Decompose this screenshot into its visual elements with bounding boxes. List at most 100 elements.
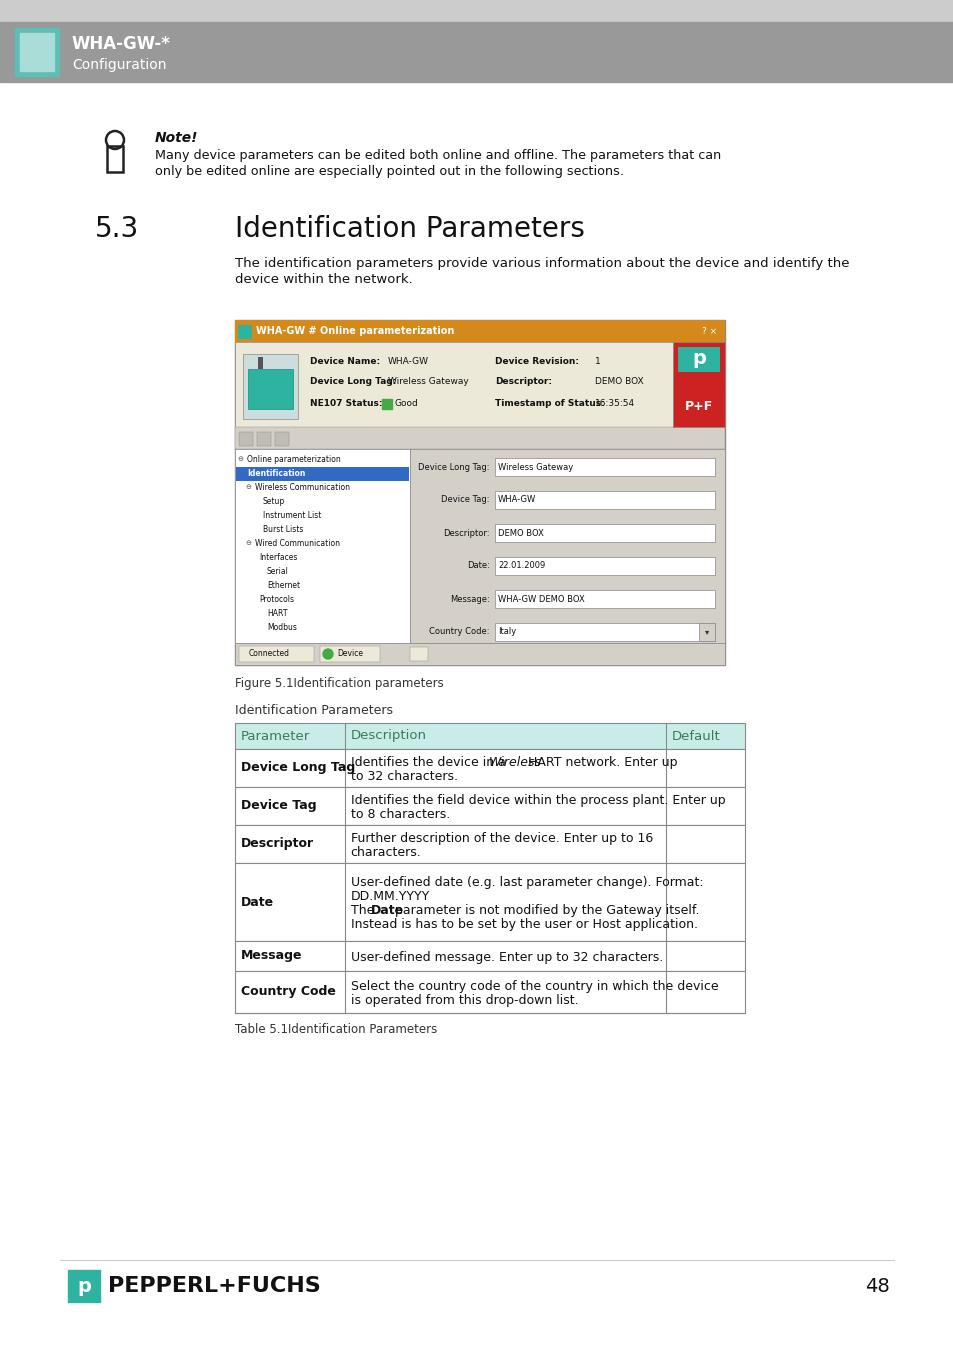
Bar <box>672 342 724 427</box>
Bar <box>495 558 714 575</box>
Bar <box>20 32 54 72</box>
Text: Configuration: Configuration <box>71 58 167 72</box>
Bar <box>234 749 744 787</box>
Text: Note!: Note! <box>154 131 198 144</box>
Text: ? ×: ? × <box>701 327 717 336</box>
Bar <box>257 356 263 369</box>
Text: 48: 48 <box>864 1277 889 1296</box>
Text: Wireless: Wireless <box>488 756 540 770</box>
Bar <box>234 971 744 1012</box>
Text: Table 5.1Identification Parameters: Table 5.1Identification Parameters <box>234 1023 436 1035</box>
Text: PEPPERL+FUCHS: PEPPERL+FUCHS <box>108 1276 320 1296</box>
Text: Country Code:: Country Code: <box>429 628 490 636</box>
Text: Device: Device <box>336 649 363 659</box>
Text: Device Long Tag: Device Long Tag <box>241 761 355 775</box>
Text: HART: HART <box>267 609 287 617</box>
Text: Device Long Tag:: Device Long Tag: <box>310 378 395 386</box>
Text: WHA-GW: WHA-GW <box>497 495 536 505</box>
Text: Good: Good <box>395 400 418 409</box>
Text: Wireless Communication: Wireless Communication <box>254 482 350 491</box>
Text: WHA-GW: WHA-GW <box>388 358 429 366</box>
Bar <box>234 320 724 342</box>
Text: Identifies the device in a: Identifies the device in a <box>351 756 509 770</box>
Text: Wired Communication: Wired Communication <box>254 539 339 548</box>
Text: Date: Date <box>241 895 274 909</box>
Text: Message: Message <box>241 949 302 963</box>
Bar <box>107 146 123 171</box>
Text: 22.01.2009: 22.01.2009 <box>497 562 545 571</box>
Text: Interfaces: Interfaces <box>258 552 297 562</box>
Bar <box>234 825 744 863</box>
Text: Default: Default <box>671 729 720 742</box>
Bar <box>239 647 314 662</box>
Text: only be edited online are especially pointed out in the following sections.: only be edited online are especially poi… <box>154 166 623 178</box>
Text: Instrument List: Instrument List <box>263 510 321 520</box>
Text: Modbus: Modbus <box>267 622 296 632</box>
Text: User-defined message. Enter up to 32 characters.: User-defined message. Enter up to 32 cha… <box>351 950 662 964</box>
Bar <box>319 647 379 662</box>
Text: WHA-GW DEMO BOX: WHA-GW DEMO BOX <box>497 594 584 603</box>
Text: Country Code: Country Code <box>241 986 335 999</box>
Text: Further description of the device. Enter up to 16: Further description of the device. Enter… <box>351 832 652 845</box>
Bar <box>234 941 744 971</box>
Bar <box>68 1270 100 1301</box>
Bar <box>495 524 714 541</box>
Text: Burst Lists: Burst Lists <box>263 525 303 533</box>
Text: ⊖: ⊖ <box>245 540 251 545</box>
Text: The identification parameters provide various information about the device and i: The identification parameters provide va… <box>234 256 848 270</box>
Bar <box>0 0 953 22</box>
Text: 5.3: 5.3 <box>95 215 139 243</box>
Text: The: The <box>351 904 377 917</box>
Text: Wireless Gateway: Wireless Gateway <box>388 378 468 386</box>
Text: Date:: Date: <box>467 562 490 571</box>
Bar <box>678 347 720 373</box>
Text: Description: Description <box>351 729 426 742</box>
Text: 1: 1 <box>595 358 600 366</box>
Text: DD.MM.YYYY: DD.MM.YYYY <box>351 890 430 903</box>
Text: Serial: Serial <box>267 567 289 575</box>
Bar <box>410 450 724 643</box>
Text: Wireless Gateway: Wireless Gateway <box>497 463 573 471</box>
Text: HART network. Enter up: HART network. Enter up <box>528 756 678 770</box>
Bar <box>243 354 297 418</box>
Text: Device Name:: Device Name: <box>310 358 379 366</box>
Text: Identification: Identification <box>247 468 305 478</box>
Text: Italy: Italy <box>497 628 516 636</box>
Text: Online parameterization: Online parameterization <box>247 455 340 463</box>
Bar <box>0 22 953 82</box>
Text: p: p <box>691 350 705 369</box>
Bar <box>495 458 714 477</box>
Text: Timestamp of Status:: Timestamp of Status: <box>495 400 604 409</box>
Text: Descriptor:: Descriptor: <box>443 528 490 537</box>
Text: is operated from this drop-down list.: is operated from this drop-down list. <box>351 994 578 1007</box>
Text: ⊖: ⊖ <box>245 485 251 490</box>
Bar <box>237 325 252 339</box>
Text: Device Tag: Device Tag <box>241 799 316 813</box>
Text: Device Revision:: Device Revision: <box>495 358 578 366</box>
Text: characters.: characters. <box>351 846 421 859</box>
Text: DEMO BOX: DEMO BOX <box>595 378 643 386</box>
Bar <box>15 28 59 76</box>
Text: parameter is not modified by the Gateway itself.: parameter is not modified by the Gateway… <box>391 904 700 917</box>
Bar <box>239 432 253 446</box>
Text: device within the network.: device within the network. <box>234 273 413 286</box>
Text: p: p <box>77 1277 91 1296</box>
Text: Protocols: Protocols <box>258 594 294 603</box>
Bar <box>410 647 428 662</box>
Bar <box>234 643 724 666</box>
Text: to 32 characters.: to 32 characters. <box>351 769 457 783</box>
Text: Descriptor:: Descriptor: <box>495 378 552 386</box>
Text: Identification Parameters: Identification Parameters <box>234 705 393 717</box>
Text: WHA-GW # Online parameterization: WHA-GW # Online parameterization <box>255 325 454 336</box>
Bar <box>248 369 293 409</box>
Text: ⊖: ⊖ <box>236 456 243 462</box>
Text: Connected: Connected <box>249 649 290 659</box>
Bar <box>699 622 714 641</box>
Text: 16:35:54: 16:35:54 <box>595 400 635 409</box>
Text: Date: Date <box>371 904 404 917</box>
Text: Device Tag:: Device Tag: <box>441 495 490 505</box>
Text: Parameter: Parameter <box>241 729 310 742</box>
Text: Many device parameters can be edited both online and offline. The parameters tha: Many device parameters can be edited bot… <box>154 150 720 162</box>
Bar <box>234 724 744 749</box>
Text: Ethernet: Ethernet <box>267 580 300 590</box>
